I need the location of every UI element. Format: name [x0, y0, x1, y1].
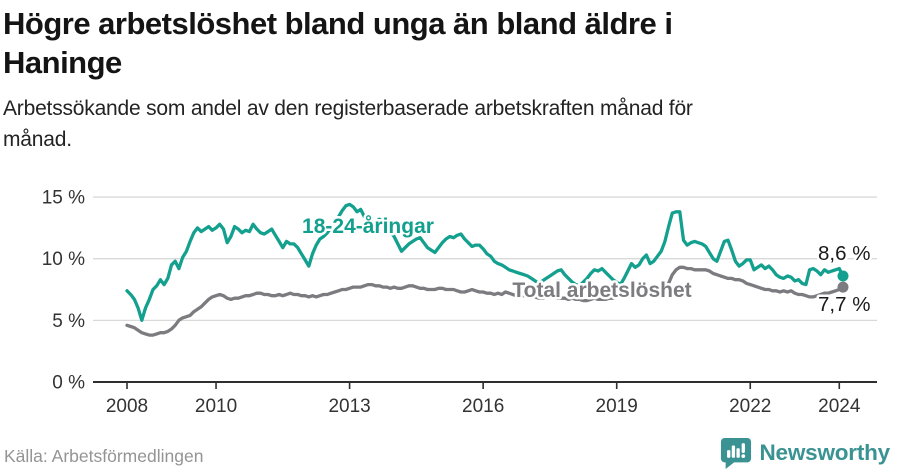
brand-name: Newsworthy — [759, 440, 890, 465]
footer: Källa: Arbetsförmedlingen Newsworthy — [4, 436, 890, 470]
series-layer — [125, 202, 849, 337]
chart-title-line-2: Haninge — [3, 45, 122, 80]
series-line-total-arbetsl-shet — [125, 265, 845, 337]
x-tick-label-2013: 2013 — [328, 396, 370, 417]
header: Högre arbetslöshet bland unga än bland ä… — [3, 4, 880, 155]
exclamation-glyph — [742, 443, 746, 453]
x-tick-label-2010: 2010 — [195, 396, 237, 417]
chart-subtitle-line-2: månad. — [3, 128, 72, 151]
newsworthy-logo[interactable]: Newsworthy — [720, 436, 890, 470]
source-note: Källa: Arbetsförmedlingen — [4, 446, 204, 466]
bar-chart-glyph — [727, 450, 731, 458]
y-tick-label-5: 5 % — [52, 311, 85, 332]
newsworthy-speech-bubble-icon — [721, 437, 752, 469]
x-tick-label-2022: 2022 — [729, 396, 771, 417]
y-tick-label-15: 15 % — [42, 188, 85, 209]
axes-layer: 15 % 10 % 5 % 0 % 2008 2010 2013 2016 2019 2022 20… — [42, 188, 877, 417]
series-line-18-24-ringar — [125, 202, 845, 322]
x-tick-label-2019: 2019 — [596, 396, 638, 417]
y-tick-label-0: 0 % — [52, 373, 85, 394]
chart-title: Högre arbetslöshet bland unga än bland ä… — [3, 4, 880, 82]
x-tick-label-2016: 2016 — [462, 396, 504, 417]
end-value-label-youth: 8,6 % — [818, 242, 870, 265]
x-tick-label-2024: 2024 — [818, 396, 861, 417]
chart-title-line-1: Högre arbetslöshet bland unga än bland ä… — [3, 6, 673, 41]
end-value-label-total: 7,7 % — [818, 293, 870, 316]
chart-subtitle-line-1: Arbetssökande som andel av den registerb… — [3, 97, 693, 120]
end-dot-18-24-ringar — [837, 270, 849, 282]
chart-area: 15 % 10 % 5 % 0 % 2008 2010 2013 2016 2019 2022 20… — [0, 158, 900, 443]
unemployment-line-chart: 15 % 10 % 5 % 0 % 2008 2010 2013 2016 2019 2022 20… — [42, 188, 877, 417]
y-tick-label-10: 10 % — [42, 249, 85, 270]
end-dot-total-arbetsl-shet — [837, 281, 849, 293]
x-tick-label-2008: 2008 — [106, 396, 148, 417]
chart-subtitle: Arbetssökande som andel av den registerb… — [3, 93, 880, 155]
series-label-total: Total arbetslöshet — [512, 279, 691, 302]
series-label-youth: 18-24-åringar — [302, 215, 434, 238]
